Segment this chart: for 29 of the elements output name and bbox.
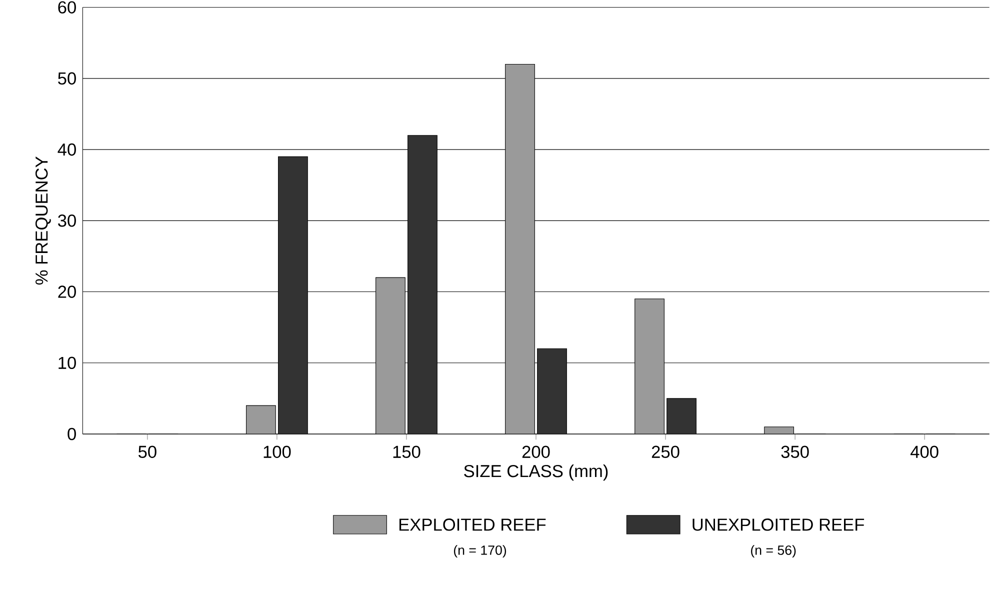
y-tick-label: 10 <box>58 356 76 370</box>
y-tick-label: 20 <box>58 286 76 298</box>
bar <box>278 156 308 434</box>
x-tick-label: 100 <box>264 446 291 458</box>
bar <box>246 405 276 434</box>
y-tick-label: 0 <box>68 428 76 440</box>
text: (n = 56) <box>751 545 796 558</box>
x-axis-title: SIZE CLASS (mm) <box>464 464 608 481</box>
legend-label: UNEXPLOITED REEF <box>692 518 864 531</box>
x-tick-label: 150 <box>393 446 420 458</box>
x-tick-label: 350 <box>781 446 809 458</box>
bar <box>505 64 535 434</box>
y-tick-label: 50 <box>58 72 76 85</box>
text: (n = 170) <box>454 545 506 558</box>
y-tick-label: 40 <box>58 143 76 156</box>
bar <box>764 426 794 434</box>
legend-label: EXPLOITED REEF <box>399 518 546 531</box>
x-tick-label: 400 <box>910 446 938 458</box>
y-axis-title: % FREQUENCY <box>35 156 51 285</box>
x-tick-label: 50 <box>138 446 156 458</box>
bar <box>408 135 438 434</box>
x-tick-label: 200 <box>522 446 550 458</box>
bar <box>666 398 696 434</box>
bar <box>537 348 567 434</box>
bar <box>634 298 664 434</box>
y-tick-label: 60 <box>58 1 76 14</box>
y-tick-label: 30 <box>58 214 76 227</box>
bar <box>376 277 406 434</box>
x-tick-label: 250 <box>652 446 680 458</box>
